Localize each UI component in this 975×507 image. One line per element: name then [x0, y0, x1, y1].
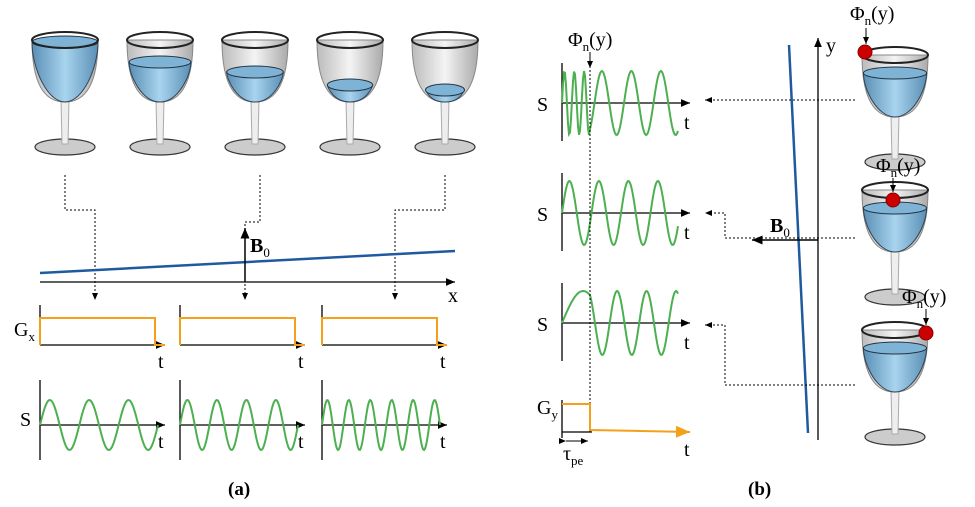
time-label: t — [298, 351, 304, 373]
field-label-sub: 0 — [263, 245, 270, 260]
water-surface — [129, 56, 191, 68]
wine-glass — [32, 32, 98, 155]
time-label: t — [158, 351, 164, 373]
gradient-label-base: G — [537, 397, 551, 419]
phase-label-base: Φ — [902, 286, 917, 308]
figure: xB0GxttttttS(a)tStStSΦn(y)GyτpetyB0Φn(y)… — [0, 0, 975, 507]
glass-stem — [891, 390, 899, 434]
y-axis-label: y — [826, 35, 836, 57]
water-surface — [327, 79, 372, 91]
wine-glass — [317, 32, 383, 155]
time-label: t — [158, 431, 164, 453]
phase-label-suffix: (y) — [897, 155, 920, 177]
phase-label: Φn(y) — [568, 29, 612, 54]
glass-stem — [891, 250, 899, 294]
phase-label: Φn(y) — [850, 3, 894, 28]
phase-dot — [919, 326, 933, 340]
wine-glass — [862, 322, 933, 445]
field-line — [789, 45, 808, 433]
gradient-pulse — [322, 318, 447, 345]
gradient-label-sub: y — [551, 407, 558, 422]
caption-a: (a) — [228, 479, 250, 500]
gradient-label: Gy — [537, 397, 558, 422]
time-label: t — [298, 431, 304, 453]
wine-glass — [412, 32, 478, 155]
time-label: t — [684, 332, 690, 354]
glass-stem — [251, 100, 259, 144]
phase-dot — [886, 193, 900, 207]
field-label-sub: 0 — [783, 225, 790, 240]
signal-label: S — [537, 314, 548, 336]
time-label: t — [440, 351, 446, 373]
signal-label: S — [537, 94, 548, 116]
phase-label-suffix: (y) — [871, 3, 894, 25]
gradient-pulse — [40, 318, 165, 345]
signal-label: S — [20, 409, 31, 431]
phase-label-base: Φ — [850, 3, 865, 25]
phase-label: Φn(y) — [902, 286, 946, 311]
field-label-base: B — [770, 215, 783, 237]
glass-stem — [891, 115, 899, 159]
x-axis-label: x — [448, 285, 458, 307]
delay-label-base: τ — [563, 443, 571, 465]
phase-label-base: Φ — [876, 155, 891, 177]
delay-label: τpe — [563, 443, 584, 468]
time-label: t — [684, 439, 690, 461]
water-surface — [425, 84, 464, 96]
phase-dot — [858, 45, 872, 59]
gradient-label: Gx — [14, 319, 35, 344]
dashed-arrow — [65, 175, 95, 300]
glass-stem — [441, 100, 449, 144]
wine-glass — [858, 45, 928, 170]
wine-glass — [862, 182, 928, 305]
water — [32, 42, 98, 102]
phase-label-suffix: (y) — [923, 286, 946, 308]
time-label: t — [440, 431, 446, 453]
gradient-pulse — [180, 318, 305, 345]
dashed-arrow — [705, 325, 855, 385]
field-label: B0 — [770, 215, 790, 240]
field-line — [40, 251, 455, 273]
delay-label-sub: pe — [571, 453, 584, 468]
wine-glass — [222, 32, 288, 155]
caption-b: (b) — [748, 479, 771, 500]
phase-label: Φn(y) — [876, 155, 920, 180]
water-surface — [863, 67, 926, 79]
phase-label-suffix: (y) — [589, 29, 612, 51]
glass-stem — [346, 100, 354, 144]
water — [863, 73, 926, 117]
time-label: t — [684, 112, 690, 134]
glass-stem — [156, 100, 164, 144]
gradient-label-base: G — [14, 319, 28, 341]
water — [863, 208, 926, 252]
field-label-base: B — [250, 235, 263, 257]
water-surface — [863, 342, 926, 354]
time-label: t — [684, 222, 690, 244]
gradient-label-sub: x — [28, 329, 35, 344]
dashed-arrow — [395, 175, 445, 300]
signal-label: S — [537, 204, 548, 226]
glass-stem — [61, 100, 69, 144]
gradient-pulse — [562, 404, 690, 432]
field-label: B0 — [250, 235, 270, 260]
phase-label-base: Φ — [568, 29, 583, 51]
wine-glass — [127, 32, 193, 155]
water — [863, 348, 926, 392]
water-surface — [227, 66, 284, 78]
